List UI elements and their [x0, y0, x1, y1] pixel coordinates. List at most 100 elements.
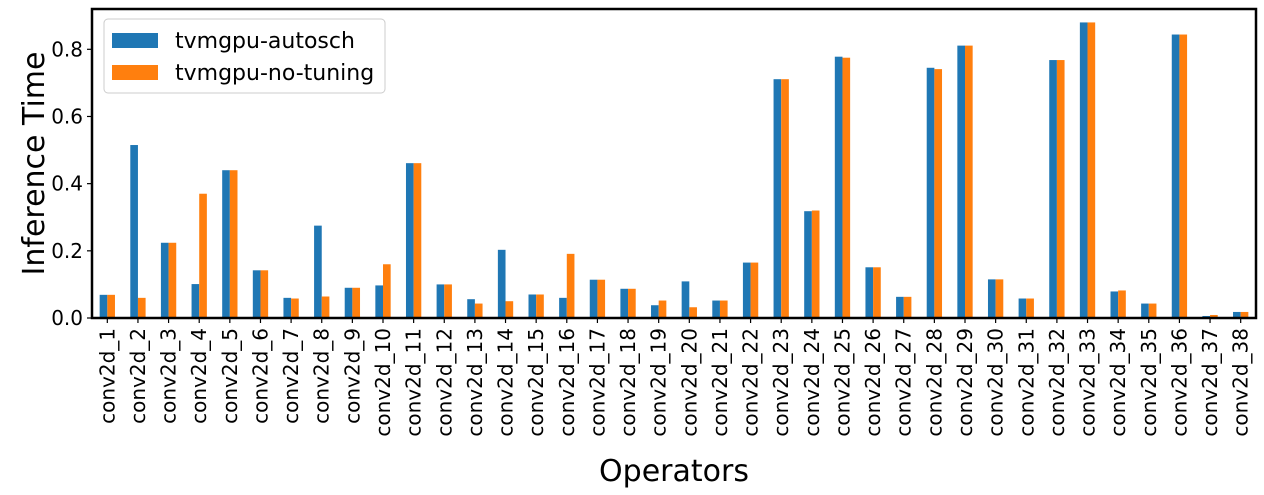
- bar-tvmgpu-autosch-conv2d_22: [742, 262, 751, 318]
- x-tick-label: conv2d_3: [157, 328, 181, 424]
- x-axis-ticks: conv2d_1 conv2d_2 conv2d_3 conv2d_4 conv2d_5…: [95, 318, 1253, 437]
- x-tick-label: conv2d_8: [310, 328, 334, 424]
- bar-tvmgpu-autosch-conv2d_10: [375, 285, 383, 318]
- x-tick-label: conv2d_15: [524, 328, 548, 437]
- bar-tvmgpu-autosch-conv2d_34: [1110, 291, 1119, 318]
- bar-tvmgpu-autosch-conv2d_24: [804, 211, 812, 318]
- bar-tvmgpu-no-tuning-conv2d_13: [474, 303, 483, 318]
- bar-tvmgpu-no-tuning-conv2d_37: [1210, 314, 1218, 318]
- bar-tvmgpu-no-tuning-conv2d_18: [628, 288, 636, 318]
- bar-tvmgpu-no-tuning-conv2d_1: [107, 294, 115, 318]
- x-tick-label: conv2d_10: [371, 328, 395, 437]
- x-tick-label: conv2d_25: [830, 328, 854, 437]
- x-tick-label: conv2d_22: [739, 328, 763, 437]
- bar-tvmgpu-autosch-conv2d_23: [773, 79, 782, 318]
- x-tick-label: conv2d_19: [647, 328, 671, 437]
- x-tick-label: conv2d_29: [953, 328, 977, 437]
- x-tick-label: conv2d_5: [218, 328, 242, 424]
- y-tick-label: 0.4: [51, 172, 83, 196]
- bar-tvmgpu-autosch-conv2d_19: [651, 305, 659, 318]
- x-tick-label: conv2d_4: [187, 328, 211, 424]
- bar-tvmgpu-no-tuning-conv2d_5: [229, 170, 238, 318]
- y-tick-label: 0.6: [51, 104, 83, 128]
- y-axis-label: Inference Time: [17, 52, 52, 276]
- plot-frame: [90, 7, 1258, 320]
- x-tick-label: conv2d_7: [279, 328, 303, 424]
- bar-tvmgpu-no-tuning-conv2d_26: [873, 267, 881, 318]
- x-tick-label: conv2d_2: [126, 328, 150, 424]
- bar-tvmgpu-no-tuning-conv2d_35: [1148, 303, 1157, 318]
- x-tick-label: conv2d_17: [585, 328, 609, 437]
- bars-group: [99, 22, 1249, 319]
- y-axis-ticks: 0.0 0.2 0.4 0.6 0.8: [51, 37, 92, 330]
- bar-tvmgpu-no-tuning-conv2d_14: [505, 301, 514, 318]
- x-tick-label: conv2d_37: [1198, 328, 1222, 437]
- bar-tvmgpu-autosch-conv2d_25: [834, 56, 843, 318]
- legend-swatch-tvmgpu-no-tuning: [112, 65, 158, 80]
- bar-tvmgpu-autosch-conv2d_26: [865, 267, 874, 318]
- x-tick-label: conv2d_9: [340, 328, 364, 424]
- legend-swatch-tvmgpu-autosch: [112, 33, 158, 48]
- bar-tvmgpu-no-tuning-conv2d_17: [597, 279, 606, 318]
- bar-tvmgpu-no-tuning-conv2d_8: [321, 296, 330, 318]
- bar-tvmgpu-no-tuning-conv2d_25: [842, 57, 851, 319]
- bar-tvmgpu-no-tuning-conv2d_32: [1056, 60, 1065, 318]
- x-tick-label: conv2d_14: [494, 328, 518, 437]
- bar-tvmgpu-no-tuning-conv2d_16: [566, 253, 575, 318]
- bar-tvmgpu-no-tuning-conv2d_29: [965, 45, 973, 319]
- bar-tvmgpu-no-tuning-conv2d_19: [658, 300, 667, 318]
- legend-entry-tvmgpu-autosch: tvmgpu-autosch: [175, 29, 355, 54]
- y-tick-label: 0.2: [51, 239, 83, 263]
- bar-tvmgpu-no-tuning-conv2d_24: [811, 210, 820, 318]
- bar-tvmgpu-autosch-conv2d_5: [222, 170, 230, 318]
- bar-tvmgpu-autosch-conv2d_28: [926, 67, 935, 318]
- x-tick-label: conv2d_32: [1045, 328, 1069, 437]
- x-tick-label: conv2d_24: [800, 328, 824, 437]
- bar-tvmgpu-autosch-conv2d_12: [436, 284, 445, 318]
- bar-tvmgpu-no-tuning-conv2d_23: [781, 79, 789, 318]
- x-tick-label: conv2d_28: [922, 328, 946, 437]
- bar-tvmgpu-no-tuning-conv2d_38: [1240, 311, 1249, 318]
- bar-tvmgpu-autosch-conv2d_7: [283, 297, 292, 318]
- x-tick-label: conv2d_18: [616, 328, 640, 437]
- bar-tvmgpu-no-tuning-conv2d_36: [1179, 34, 1188, 318]
- x-tick-label: conv2d_38: [1229, 328, 1253, 437]
- bar-tvmgpu-autosch-conv2d_1: [99, 294, 108, 318]
- bar-tvmgpu-no-tuning-conv2d_11: [413, 163, 422, 318]
- bar-tvmgpu-no-tuning-conv2d_2: [137, 297, 146, 318]
- bar-tvmgpu-autosch-conv2d_8: [314, 225, 322, 318]
- bar-tvmgpu-no-tuning-conv2d_4: [199, 193, 207, 318]
- bar-tvmgpu-autosch-conv2d_20: [681, 281, 690, 318]
- bar-tvmgpu-no-tuning-conv2d_22: [750, 262, 759, 318]
- x-tick-label: conv2d_35: [1137, 328, 1161, 437]
- bar-tvmgpu-no-tuning-conv2d_34: [1118, 290, 1126, 318]
- x-tick-label: conv2d_13: [463, 328, 487, 437]
- legend-entry-tvmgpu-no-tuning: tvmgpu-no-tuning: [175, 61, 374, 86]
- bar-tvmgpu-autosch-conv2d_35: [1141, 303, 1149, 318]
- x-tick-label: conv2d_21: [708, 328, 732, 437]
- bar-tvmgpu-autosch-conv2d_4: [191, 284, 200, 318]
- bar-tvmgpu-no-tuning-conv2d_3: [168, 242, 177, 318]
- x-tick-label: conv2d_12: [432, 328, 456, 437]
- bar-tvmgpu-autosch-conv2d_14: [497, 249, 506, 318]
- x-axis-label: Operators: [599, 454, 749, 489]
- bar-tvmgpu-autosch-conv2d_6: [252, 270, 261, 318]
- bar-tvmgpu-no-tuning-conv2d_31: [1026, 298, 1034, 318]
- bar-tvmgpu-autosch-conv2d_9: [344, 287, 353, 318]
- y-tick-label: 0.0: [51, 306, 83, 330]
- bar-tvmgpu-autosch-conv2d_13: [467, 299, 475, 318]
- bar-tvmgpu-no-tuning-conv2d_30: [995, 279, 1004, 318]
- bar-tvmgpu-no-tuning-conv2d_28: [934, 69, 943, 318]
- x-tick-label: conv2d_20: [677, 328, 701, 437]
- x-tick-label: conv2d_26: [861, 328, 885, 437]
- x-tick-label: conv2d_30: [984, 328, 1008, 437]
- bar-tvmgpu-no-tuning-conv2d_10: [383, 264, 391, 318]
- bar-tvmgpu-autosch-conv2d_36: [1171, 34, 1180, 318]
- x-tick-label: conv2d_23: [769, 328, 793, 437]
- bar-tvmgpu-autosch-conv2d_21: [712, 300, 720, 318]
- bar-tvmgpu-autosch-conv2d_29: [957, 45, 965, 319]
- bar-tvmgpu-autosch-conv2d_3: [160, 242, 169, 318]
- x-tick-label: conv2d_11: [402, 328, 426, 437]
- bar-tvmgpu-autosch-conv2d_27: [896, 296, 904, 318]
- x-tick-label: conv2d_6: [248, 328, 272, 424]
